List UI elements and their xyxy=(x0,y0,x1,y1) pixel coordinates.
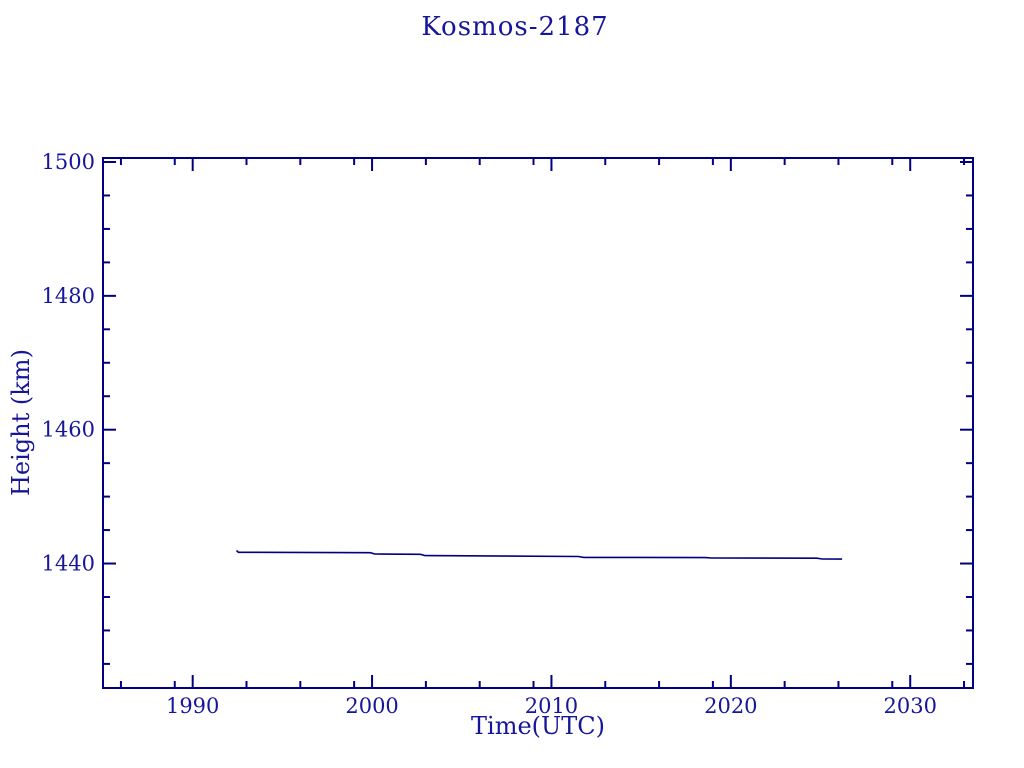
x-tick-label: 2020 xyxy=(704,694,757,718)
y-tick-label: 1500 xyxy=(42,150,95,174)
plot-frame xyxy=(102,157,974,689)
y-tick-label: 1480 xyxy=(42,284,95,308)
x-tick-label: 1990 xyxy=(166,694,219,718)
chart-title: Kosmos-2187 xyxy=(421,12,609,42)
y-tick-label: 1460 xyxy=(42,418,95,442)
y-tick-label: 1440 xyxy=(42,552,95,576)
height-data-line xyxy=(235,549,843,560)
x-tick-label: 2030 xyxy=(883,694,936,718)
x-tick-label: 2000 xyxy=(345,694,398,718)
x-axis-label: Time(UTC) xyxy=(471,712,605,740)
x-tick-label: 2010 xyxy=(525,694,578,718)
